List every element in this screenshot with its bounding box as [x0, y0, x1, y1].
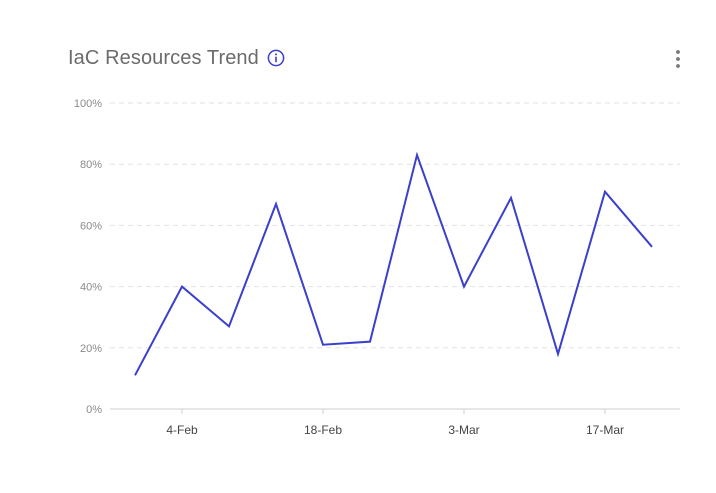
y-tick-label: 80%: [80, 159, 102, 171]
grid-layer: [110, 102, 680, 349]
y-tick-label: 40%: [80, 282, 102, 294]
y-tick-label: 100%: [74, 98, 102, 110]
series-line: [134, 151, 653, 376]
x-axis-labels: 4-Feb 18-Feb 3-Mar 17-Mar: [166, 409, 624, 437]
chart-title: IaC Resources Trend: [68, 47, 259, 69]
y-tick-label: 60%: [80, 220, 102, 232]
vertical-dots-icon[interactable]: [668, 48, 688, 70]
info-circle-icon[interactable]: [267, 49, 285, 67]
x-tick-label: 18-Feb: [304, 423, 342, 437]
y-tick-label: 0%: [86, 404, 102, 416]
x-tick-label: 3-Mar: [448, 423, 479, 437]
y-tick-label: 20%: [80, 343, 102, 355]
x-tick-label: 4-Feb: [166, 423, 198, 437]
x-tick-label: 17-Mar: [586, 423, 624, 437]
y-axis-labels: 0% 20% 40% 60% 80% 100%: [74, 98, 102, 416]
